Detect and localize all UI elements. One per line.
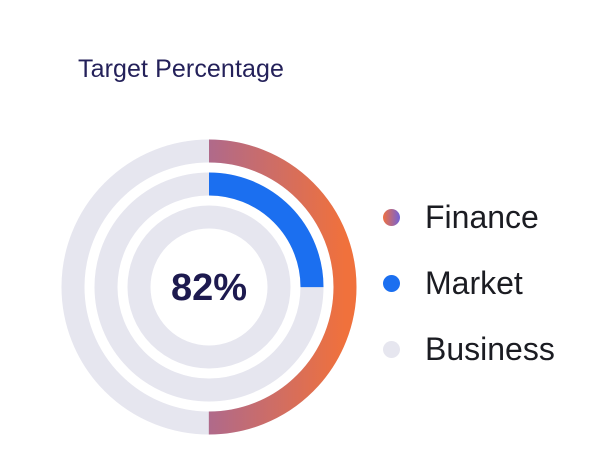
business-ring-track xyxy=(127,205,291,369)
business-legend-label: Business xyxy=(425,331,555,367)
market-progress-arc[interactable] xyxy=(94,172,324,402)
chart-legend: Finance Market Business xyxy=(383,184,603,382)
market-legend-marker xyxy=(383,274,400,292)
finance-legend-label: Finance xyxy=(425,199,539,235)
center-percentage-label: 82% xyxy=(171,267,247,309)
finance-progress-arc[interactable] xyxy=(61,139,357,435)
business-legend-marker xyxy=(383,340,400,358)
finance-legend-marker xyxy=(383,208,400,226)
legend-item-finance[interactable]: Finance xyxy=(383,184,603,250)
market-legend-label: Market xyxy=(425,265,523,301)
legend-item-business[interactable]: Business xyxy=(383,316,603,382)
legend-item-market[interactable]: Market xyxy=(383,250,603,316)
chart-title: Target Percentage xyxy=(78,55,284,83)
